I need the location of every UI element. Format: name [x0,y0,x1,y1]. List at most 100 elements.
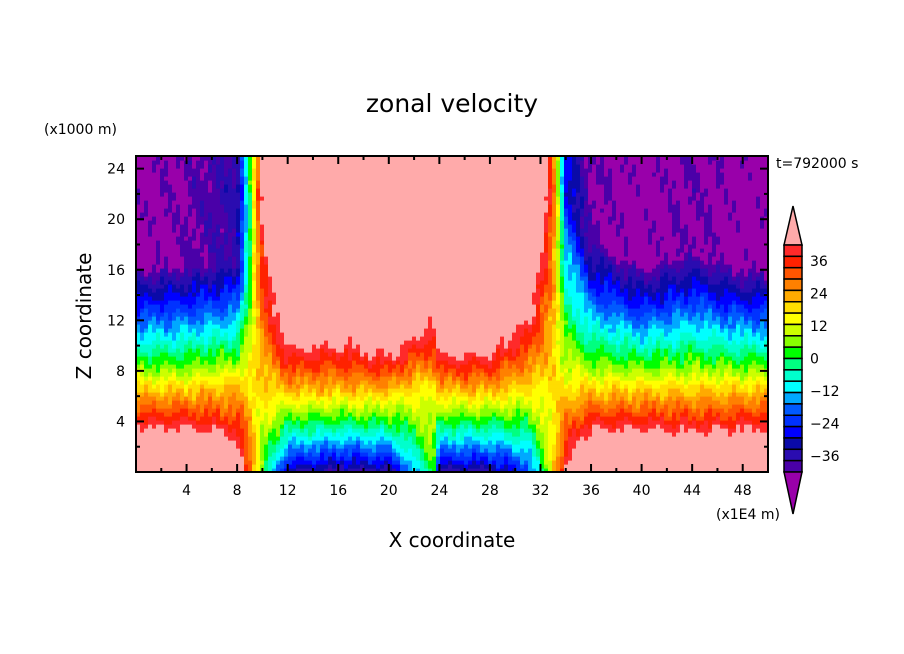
field-cell [272,184,277,189]
field-cell [332,460,337,465]
field-cell [152,324,157,329]
field-cell [140,364,145,369]
field-cell [144,220,149,225]
field-cell [136,348,141,353]
field-cell [216,468,221,473]
field-cell [188,444,193,449]
field-cell [280,204,285,209]
field-cell [180,204,185,209]
field-cell [332,344,337,349]
field-cell [160,416,165,421]
field-cell [216,288,221,293]
field-cell [320,400,325,405]
field-cell [224,200,229,205]
field-cell [352,408,357,413]
field-cell [380,288,385,293]
field-cell [140,204,145,209]
field-cell [144,268,149,273]
field-cell [304,284,309,289]
field-cell [180,348,185,353]
field-cell [368,192,373,197]
field-cell [144,216,149,221]
field-cell [212,328,217,333]
field-cell [276,184,281,189]
field-cell [168,372,173,377]
field-cell [176,344,181,349]
field-cell [260,316,265,321]
field-cell [320,424,325,429]
field-cell [292,460,297,465]
field-cell [208,396,213,401]
field-cell [220,172,225,177]
field-cell [192,392,197,397]
field-cell [316,392,321,397]
field-cell [344,272,349,277]
field-cell [248,276,253,281]
field-cell [220,196,225,201]
field-cell [216,220,221,225]
field-cell [212,264,217,269]
field-cell [208,420,213,425]
field-cell [220,176,225,181]
field-cell [360,464,365,469]
field-cell [352,376,357,381]
field-cell [320,312,325,317]
field-cell [336,460,341,465]
field-cell [164,356,169,361]
field-cell [312,328,317,333]
field-cell [364,320,369,325]
field-cell [316,336,321,341]
field-cell [296,444,301,449]
field-cell [164,312,169,317]
field-cell [296,176,301,181]
field-cell [188,312,193,317]
field-cell [308,404,313,409]
field-cell [264,364,269,369]
field-cell [160,368,165,373]
field-cell [332,376,337,381]
field-cell [332,164,337,169]
field-cell [148,384,153,389]
field-cell [296,460,301,465]
field-cell [268,368,273,373]
field-cell [308,312,313,317]
field-cell [340,428,345,433]
field-cell [192,456,197,461]
field-cell [348,200,353,205]
field-cell [248,156,253,161]
field-cell [168,260,173,265]
field-cell [172,452,177,457]
field-cell [172,264,177,269]
field-cell [184,304,189,309]
field-cell [208,292,213,297]
field-cell [384,272,389,277]
field-cell [168,244,173,249]
field-cell [296,392,301,397]
field-cell [384,240,389,245]
field-cell [312,424,317,429]
field-cell [208,468,213,473]
field-cell [144,280,149,285]
field-cell [264,248,269,253]
field-cell [240,256,245,261]
field-cell [344,180,349,185]
field-cell [228,216,233,221]
field-cell [208,256,213,261]
field-cell [332,392,337,397]
field-cell [308,196,313,201]
field-cell [320,348,325,353]
field-cell [144,180,149,185]
field-cell [268,404,273,409]
field-cell [300,284,305,289]
field-cell [192,248,197,253]
field-cell [224,248,229,253]
field-cell [260,208,265,213]
field-cell [248,180,253,185]
field-cell [240,448,245,453]
field-cell [360,380,365,385]
field-cell [384,392,389,397]
field-cell [300,364,305,369]
field-cell [384,464,389,469]
field-cell [208,344,213,349]
field-cell [136,260,141,265]
